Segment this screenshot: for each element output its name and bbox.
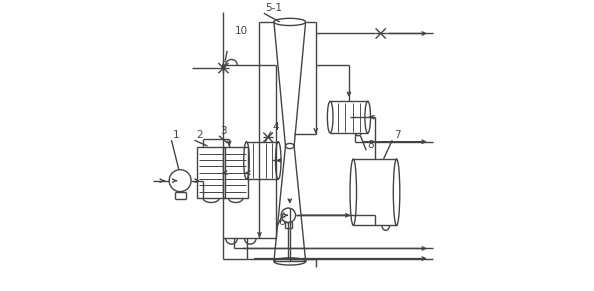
- Text: 6: 6: [278, 217, 285, 227]
- Text: 1: 1: [173, 130, 179, 140]
- Text: 3: 3: [220, 126, 227, 136]
- Text: 2: 2: [196, 130, 203, 140]
- Bar: [223, 148, 248, 198]
- Text: 7: 7: [394, 130, 400, 140]
- Text: 8: 8: [368, 140, 374, 150]
- Text: 10: 10: [235, 26, 248, 36]
- Text: 4: 4: [273, 122, 279, 132]
- Text: 5-1: 5-1: [266, 3, 282, 13]
- Bar: [197, 148, 225, 198]
